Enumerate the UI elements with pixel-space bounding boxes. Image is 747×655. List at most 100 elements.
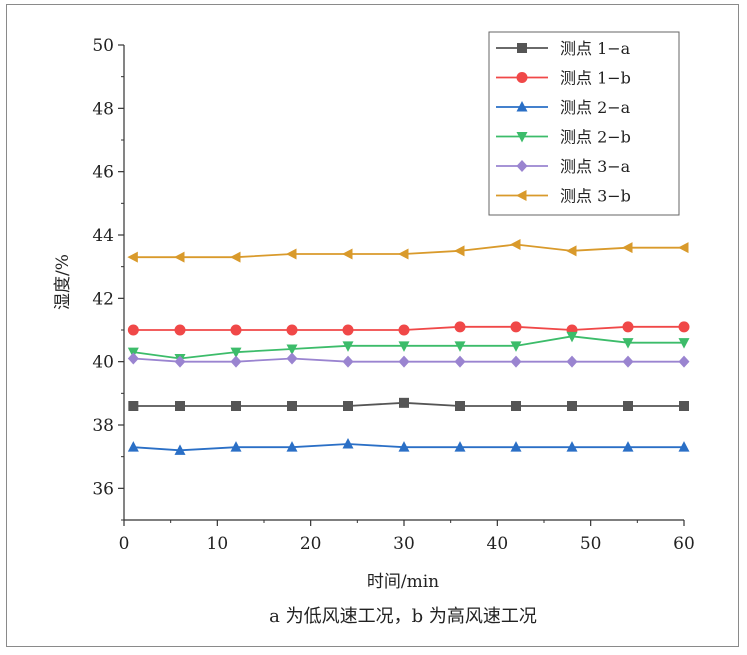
y-tick-label: 46 — [92, 163, 114, 183]
data-point — [127, 441, 139, 452]
x-tick-label: 40 — [487, 534, 509, 554]
data-point — [174, 355, 186, 368]
data-point — [622, 338, 634, 349]
data-point — [566, 441, 578, 452]
data-point — [678, 321, 690, 333]
data-point — [510, 441, 522, 452]
data-point — [567, 401, 577, 411]
legend-entry: 测点 2−a — [496, 98, 631, 117]
data-point — [342, 324, 354, 336]
x-tick-label: 10 — [207, 534, 229, 554]
data-point — [230, 441, 242, 452]
data-point — [399, 397, 409, 408]
data-point — [454, 341, 466, 352]
data-point — [286, 248, 297, 260]
legend-label: 测点 3−b — [560, 187, 631, 206]
data-point — [342, 438, 354, 449]
y-tick-label: 48 — [92, 99, 114, 119]
series-line — [133, 335, 684, 360]
series-4 — [127, 331, 690, 365]
series-3 — [127, 438, 690, 455]
data-point — [286, 441, 298, 452]
data-point — [342, 248, 353, 260]
data-point — [286, 352, 298, 365]
data-point — [398, 324, 410, 336]
series-line — [133, 443, 684, 452]
data-point — [455, 401, 465, 411]
data-point — [175, 401, 185, 411]
data-point — [566, 331, 578, 343]
data-point — [679, 401, 689, 411]
legend-marker — [516, 132, 528, 143]
data-point — [511, 401, 521, 411]
data-point — [127, 324, 139, 336]
x-tick-label: 30 — [393, 534, 415, 554]
legend-box — [488, 31, 680, 216]
data-point — [454, 355, 466, 368]
data-point — [622, 242, 633, 254]
x-tick-label: 60 — [673, 534, 695, 554]
data-point — [678, 441, 690, 452]
data-point — [622, 441, 634, 452]
legend-entry: 测点 3−a — [496, 157, 631, 176]
data-point — [230, 347, 242, 359]
data-point — [510, 355, 522, 368]
legend-entry: 测点 1−b — [496, 69, 631, 88]
data-point — [622, 355, 634, 368]
legend-marker — [516, 101, 528, 112]
data-point — [287, 401, 297, 411]
legend-entry: 测点 3−b — [496, 187, 631, 206]
data-point — [174, 251, 185, 263]
series-1 — [128, 397, 689, 411]
data-point — [622, 321, 634, 333]
x-tick-label: 20 — [300, 534, 322, 554]
y-tick-label: 38 — [92, 416, 114, 436]
x-tick-label: 50 — [580, 534, 602, 554]
y-tick-label: 40 — [92, 353, 114, 373]
series-layer — [127, 239, 690, 455]
data-point — [398, 341, 410, 352]
data-point — [286, 344, 298, 355]
legend-entry: 测点 2−b — [496, 128, 631, 147]
data-point — [230, 251, 241, 263]
data-point — [342, 341, 354, 352]
legend-label: 测点 1−b — [560, 69, 631, 88]
y-tick-label: 44 — [92, 226, 114, 246]
series-2 — [127, 321, 690, 336]
x-axis-title: 时间/min — [367, 572, 439, 592]
x-tick-label: 0 — [119, 534, 130, 554]
y-tick-label: 42 — [92, 289, 114, 309]
legend-label: 测点 1−a — [560, 39, 631, 58]
data-point — [398, 248, 409, 260]
data-point — [398, 355, 410, 368]
data-point — [127, 352, 139, 365]
data-point — [127, 251, 138, 263]
series-5 — [127, 352, 690, 368]
data-point — [454, 245, 465, 257]
data-point — [454, 321, 466, 333]
figure-frame — [6, 4, 739, 647]
data-point — [398, 441, 410, 452]
legend-label: 测点 2−b — [560, 128, 631, 147]
legend-marker — [516, 190, 527, 201]
data-point — [510, 321, 522, 333]
data-point — [510, 239, 521, 250]
data-point — [343, 401, 353, 411]
y-tick-label: 36 — [92, 479, 114, 499]
data-point — [623, 401, 633, 411]
legend-entry: 测点 1−a — [496, 39, 631, 58]
data-point — [230, 324, 242, 336]
legend-marker — [516, 160, 528, 172]
data-point — [510, 341, 522, 352]
data-point — [128, 401, 139, 411]
y-tick-label: 50 — [92, 36, 114, 56]
data-point — [174, 324, 186, 336]
data-point — [678, 242, 689, 254]
series-line — [133, 243, 684, 259]
series-6 — [127, 239, 689, 263]
legend-marker — [516, 72, 528, 83]
legend-marker — [517, 43, 527, 53]
y-axis-title: 湿度/% — [53, 254, 73, 310]
data-point — [342, 355, 354, 368]
